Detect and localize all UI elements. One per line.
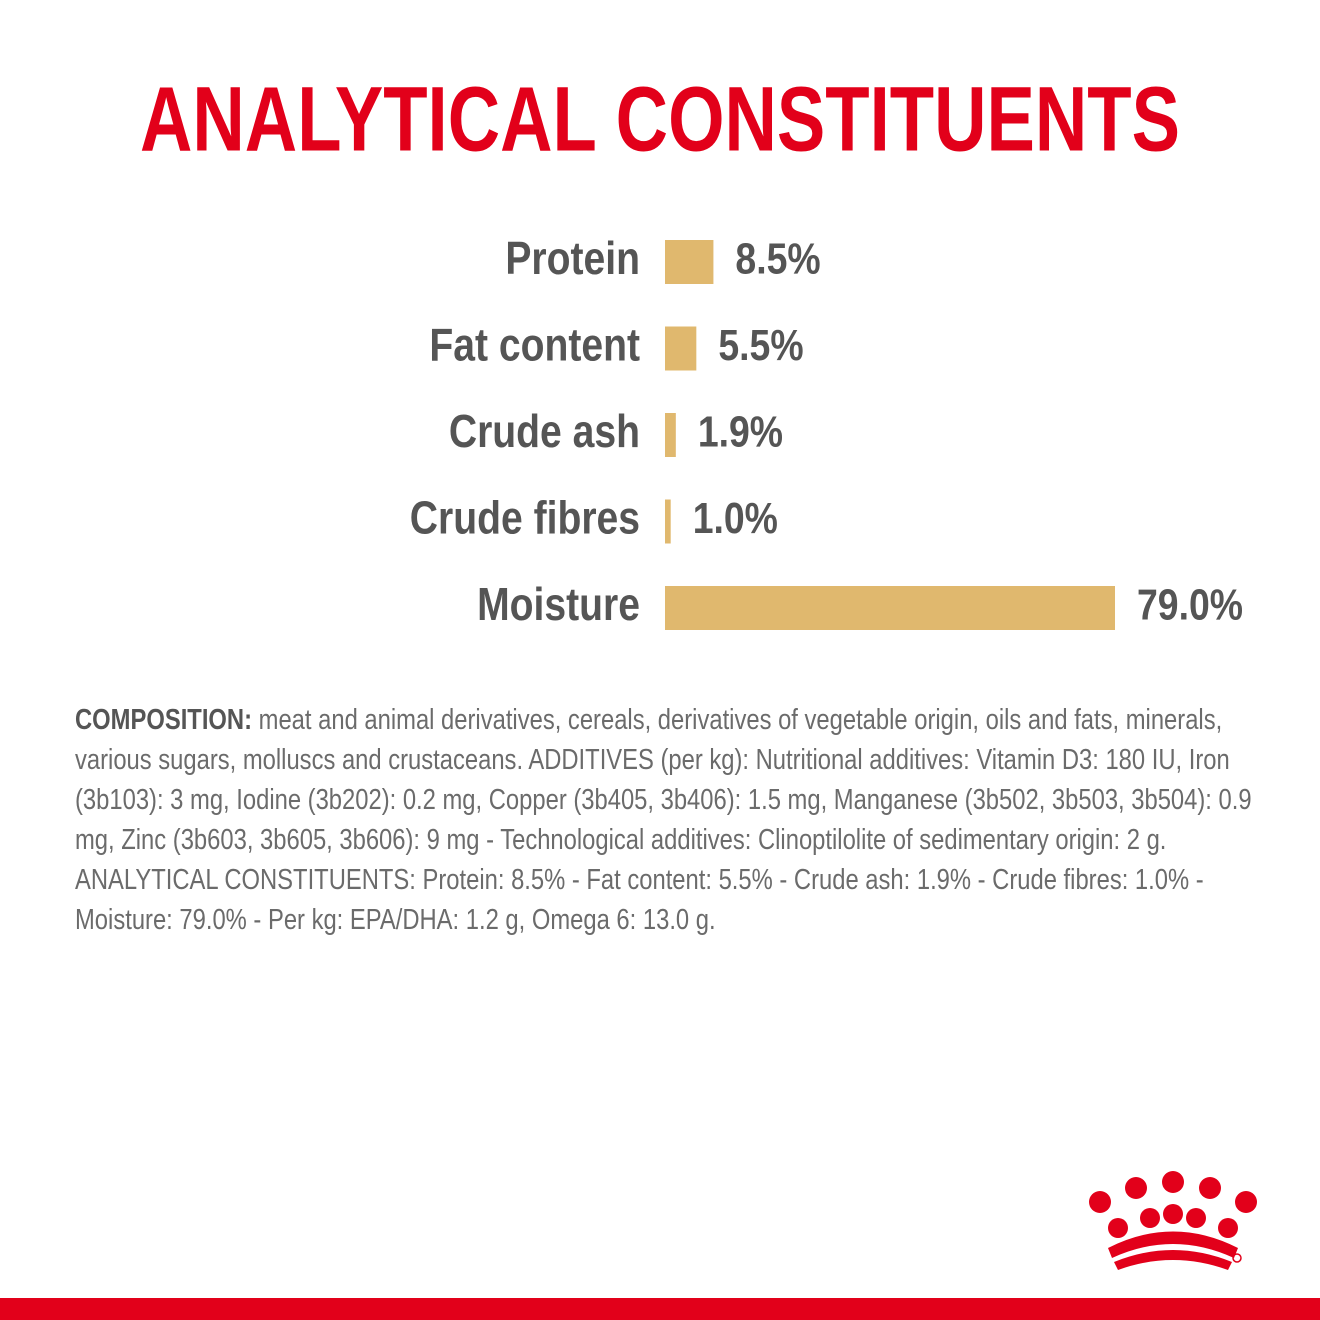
bar xyxy=(665,326,697,371)
category-label: Fat content xyxy=(429,320,640,372)
bar xyxy=(665,240,714,284)
category-label: Moisture xyxy=(477,579,640,631)
value-label: 8.5% xyxy=(735,234,820,284)
chart-title: ANALYTICAL CONSTITUENTS xyxy=(140,68,1180,170)
logo xyxy=(1089,1171,1257,1270)
value-label: 5.5% xyxy=(718,320,803,370)
footer-band xyxy=(0,1298,1320,1320)
bar xyxy=(665,586,1115,630)
composition: COMPOSITION: meat and animal derivatives… xyxy=(75,700,1252,940)
bar xyxy=(665,499,671,544)
category-label: Crude ash xyxy=(449,406,640,458)
category-label: Protein xyxy=(505,233,640,285)
value-label: 1.9% xyxy=(698,407,783,457)
value-label: 1.0% xyxy=(693,493,778,543)
category-label: Crude fibres xyxy=(410,493,640,545)
composition-label: COMPOSITION: xyxy=(75,704,253,736)
value-label: 79.0% xyxy=(1137,580,1243,630)
composition-text: meat and animal derivatives, cereals, de… xyxy=(75,704,1252,936)
bar xyxy=(665,413,676,457)
